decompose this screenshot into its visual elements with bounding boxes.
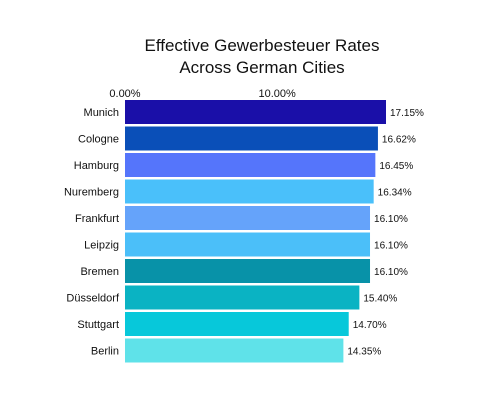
chart-title-line-2: Across German Cities	[179, 58, 344, 77]
category-labels: Munich Cologne Hamburg Nuremberg Frankfurt Le…	[64, 107, 120, 358]
category-label: Leipzig	[84, 240, 119, 252]
category-label: Hamburg	[74, 160, 119, 172]
category-label: Stuttgart	[77, 319, 119, 331]
x-tick-label: 0.00%	[109, 88, 140, 100]
bars-group	[125, 100, 386, 363]
bar	[125, 179, 374, 204]
value-labels: 17.15% 16.62% 16.45% 16.34% 16.10% 16.10% 16.1…	[347, 108, 424, 358]
category-label: Bremen	[80, 266, 119, 278]
value-label: 16.45%	[379, 161, 413, 172]
bar	[125, 153, 376, 177]
category-label: Berlin	[91, 346, 119, 358]
chart-title: Effective Gewerbesteuer Rates Across Ger…	[145, 36, 380, 77]
bar	[125, 206, 371, 230]
bar	[125, 338, 344, 363]
value-label: 16.62%	[382, 135, 416, 146]
value-label: 16.10%	[374, 214, 408, 225]
x-axis-ticks: 0.00% 10.00%	[109, 88, 296, 100]
category-label: Nuremberg	[64, 187, 119, 199]
bar	[125, 312, 349, 336]
bar	[125, 285, 360, 310]
value-label: 16.34%	[378, 188, 412, 199]
category-label: Düsseldorf	[66, 293, 120, 305]
category-label: Cologne	[78, 134, 119, 146]
category-label: Munich	[84, 107, 119, 119]
bar	[125, 259, 371, 283]
value-label: 14.70%	[353, 320, 387, 331]
value-label: 16.10%	[374, 267, 408, 278]
value-label: 16.10%	[374, 241, 408, 252]
bar	[125, 100, 386, 124]
category-label: Frankfurt	[75, 213, 119, 225]
bar	[125, 232, 371, 257]
chart-title-line-1: Effective Gewerbesteuer Rates	[145, 36, 380, 55]
value-label: 17.15%	[390, 108, 424, 119]
bar	[125, 126, 378, 151]
value-label: 14.35%	[347, 347, 381, 358]
value-label: 15.40%	[363, 294, 397, 305]
x-tick-label: 10.00%	[259, 88, 297, 100]
